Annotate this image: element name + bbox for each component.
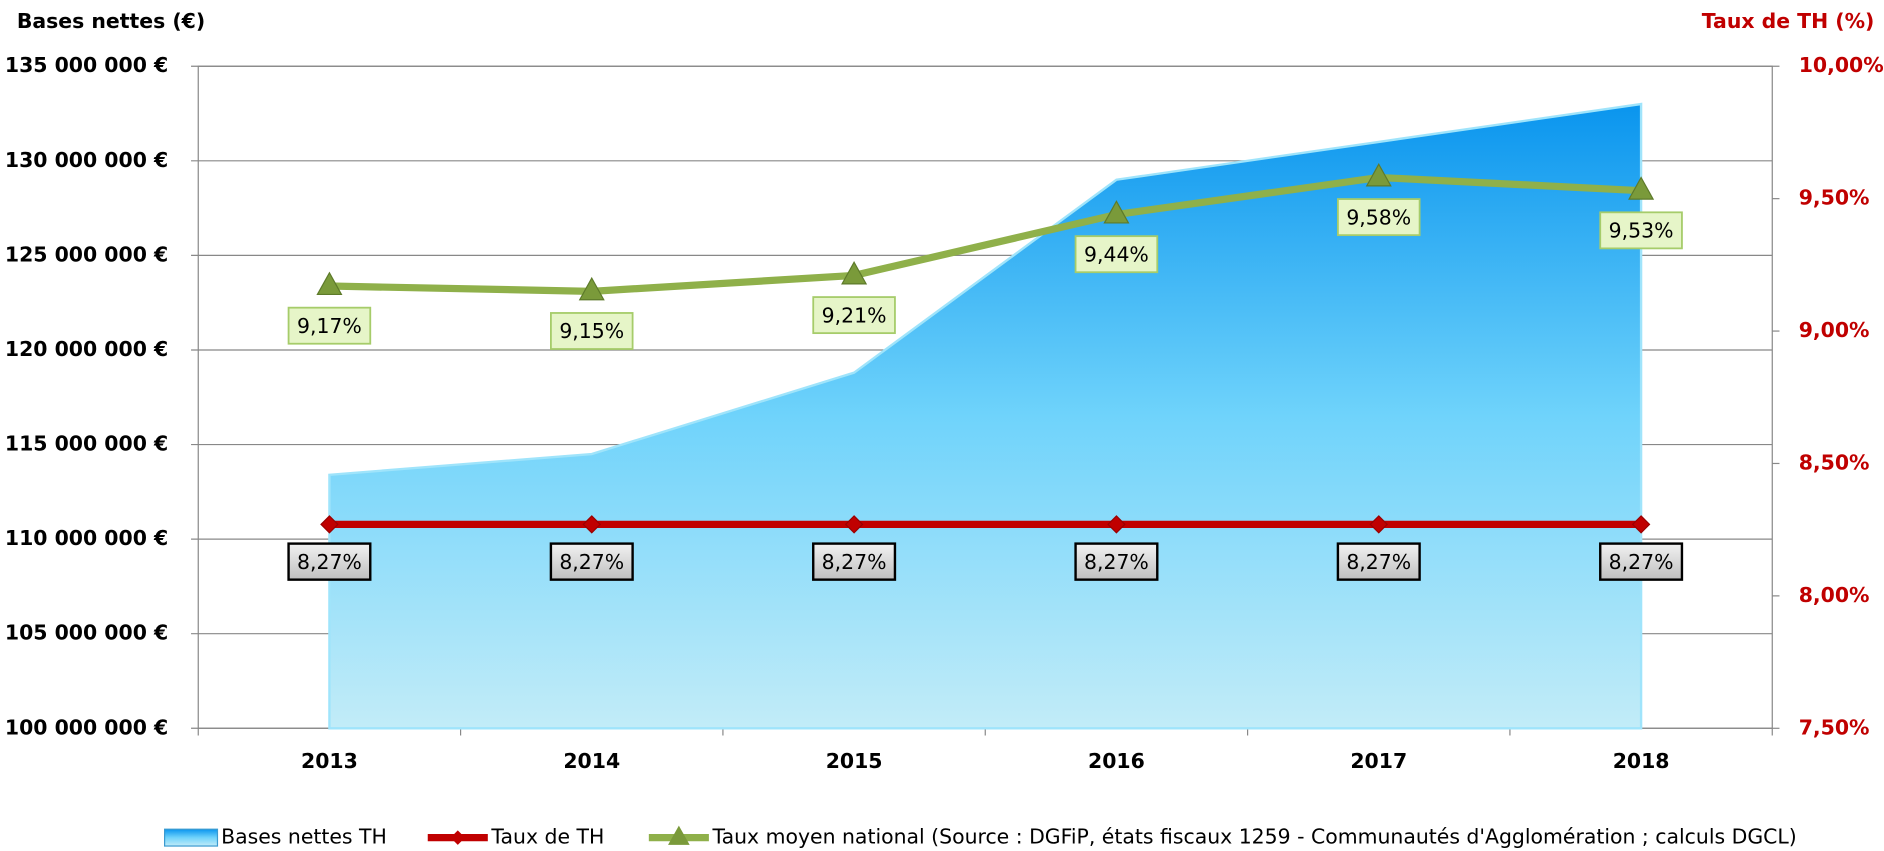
x-tick-label: 2017 (1350, 749, 1407, 773)
line (329, 173, 1642, 295)
data-label: 8,27% (1609, 550, 1674, 574)
data-label: 9,44% (1084, 242, 1149, 266)
y-tick-label: 105 000 000 € (5, 621, 168, 645)
y-axis-title: Bases nettes (€) (17, 9, 205, 33)
y2-tick-label: 8,00% (1799, 583, 1870, 607)
data-label: 8,27% (559, 550, 624, 574)
data-label-box (1599, 542, 1684, 581)
y2-tick-label: 9,50% (1799, 186, 1870, 210)
marker (320, 515, 339, 534)
data-label-box (550, 312, 634, 350)
y-tick-label: 135 000 000 € (5, 53, 168, 77)
legend-label: Taux de TH (490, 825, 604, 849)
marker (1103, 200, 1130, 224)
x-tick-label: 2015 (826, 749, 883, 773)
x-tick-label: 2013 (301, 749, 358, 773)
data-label: 8,27% (1346, 550, 1411, 574)
marker (1631, 515, 1651, 534)
legend-label: Bases nettes TH (221, 825, 387, 849)
data-label-box (1336, 542, 1421, 581)
x-tick-label: 2016 (1088, 749, 1145, 773)
data-label-box (287, 542, 372, 581)
marker (844, 515, 864, 534)
data-label-box (1599, 211, 1683, 250)
y-tick-label: 130 000 000 € (5, 148, 168, 172)
marker (1107, 515, 1126, 534)
y-tick-label: 100 000 000 € (5, 715, 168, 739)
marker (1365, 163, 1392, 187)
data-label: 9,17% (297, 314, 362, 338)
data-label-box (287, 306, 372, 345)
data-label: 9,15% (559, 319, 624, 343)
data-label-box (1337, 198, 1421, 237)
data-label-box (1074, 235, 1159, 274)
y2-tick-label: 9,00% (1799, 318, 1870, 342)
x-tick-label: 2014 (563, 749, 620, 773)
marker (1628, 176, 1655, 200)
y2-axis-title: Taux de TH (%) (1702, 9, 1875, 33)
y-tick-label: 110 000 000 € (5, 526, 168, 550)
y2-tick-label: 10,00% (1799, 53, 1884, 77)
data-label-box (549, 542, 634, 581)
y-tick-label: 120 000 000 € (5, 337, 168, 361)
data-label: 8,27% (297, 550, 362, 574)
marker (578, 276, 605, 301)
marker (841, 260, 868, 285)
data-label: 8,27% (822, 550, 887, 574)
marker (582, 515, 602, 534)
data-label: 9,21% (822, 303, 887, 327)
data-label-box (812, 542, 897, 581)
y2-tick-label: 8,50% (1799, 450, 1870, 474)
x-tick-label: 2018 (1613, 749, 1670, 773)
data-label: 9,53% (1609, 219, 1674, 243)
marker (316, 271, 343, 296)
data-label: 9,58% (1346, 205, 1411, 229)
marker (1369, 515, 1389, 534)
data-label-box (812, 296, 896, 335)
y-tick-label: 125 000 000 € (5, 242, 168, 266)
data-label-box (1074, 542, 1159, 581)
data-label: 8,27% (1084, 550, 1149, 574)
area (328, 102, 1643, 730)
legend-marker (668, 825, 690, 845)
y2-tick-label: 7,50% (1799, 715, 1870, 739)
legend-marker (450, 830, 465, 845)
legend-swatch (164, 828, 219, 847)
y-tick-label: 115 000 000 € (5, 432, 168, 456)
legend-label: Taux moyen national (Source : DGFiP, éta… (712, 825, 1797, 849)
